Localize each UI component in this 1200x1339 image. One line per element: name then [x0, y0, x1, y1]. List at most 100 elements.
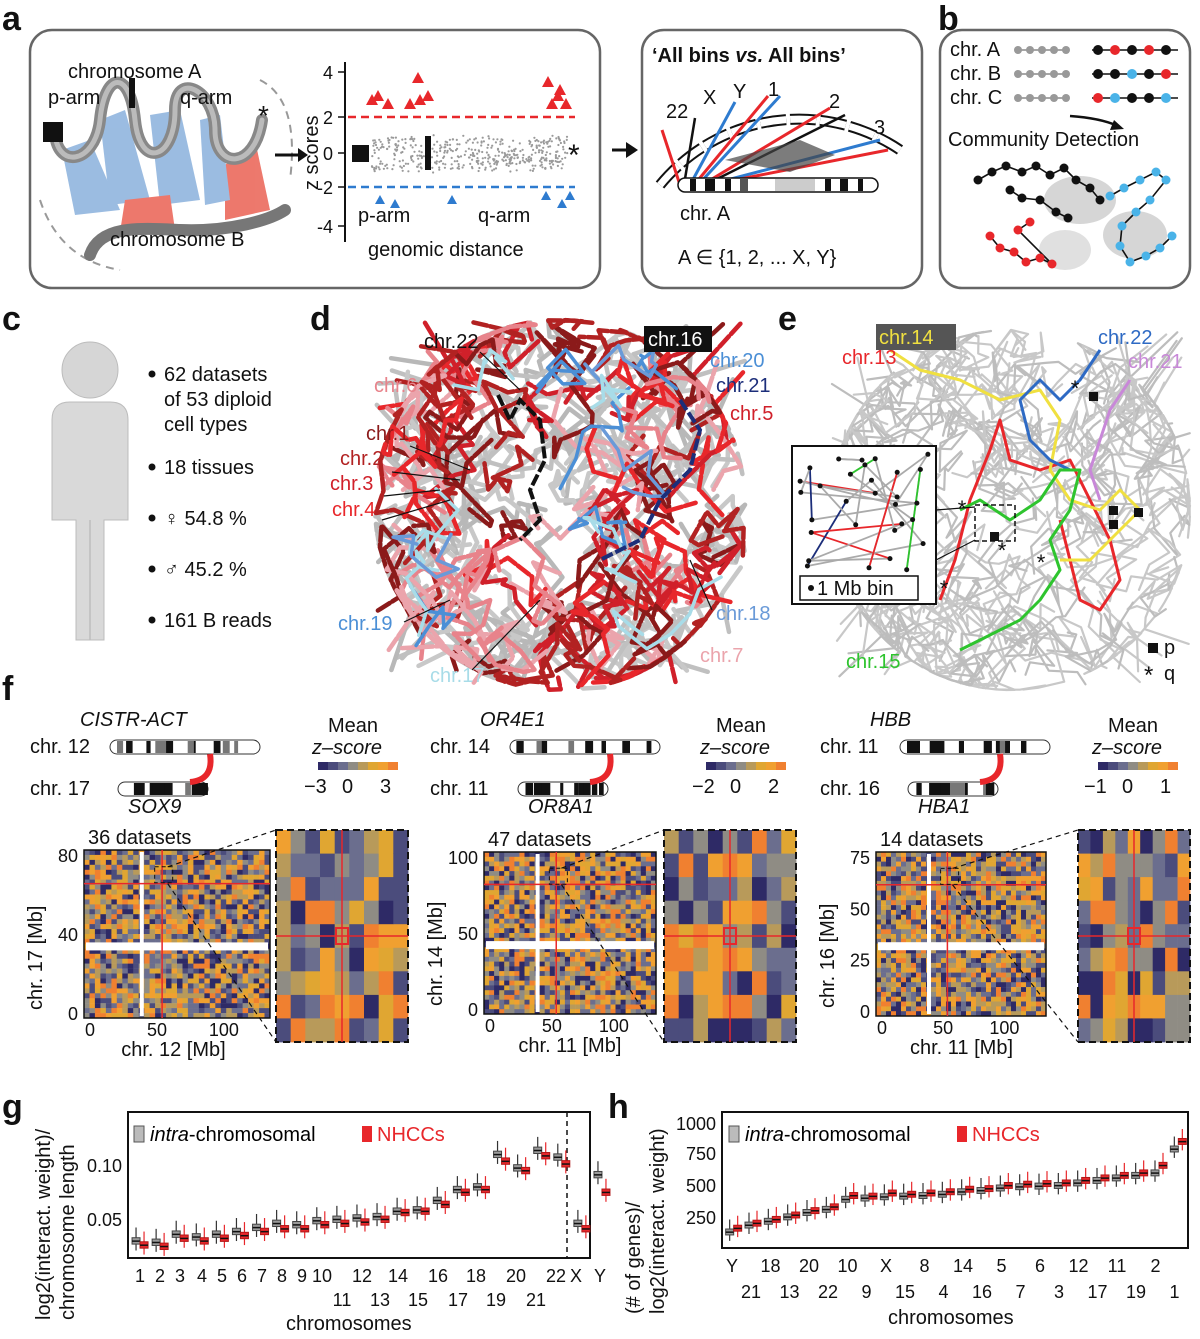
- zscore-point: [431, 166, 434, 169]
- zscore-point: [514, 154, 518, 157]
- x-tick: 11: [1108, 1256, 1127, 1276]
- zscore-point: [558, 138, 561, 141]
- bin-inset: 1 Mb bin: [791, 445, 1016, 605]
- zscore-point: [420, 167, 423, 170]
- bead-colored: [1093, 45, 1103, 55]
- zscore-point: [393, 158, 396, 161]
- chromatin-strand: [1032, 410, 1102, 478]
- zscore-point: [453, 160, 456, 163]
- zscore-point: [502, 156, 506, 159]
- chromosome-ideogram: [899, 739, 1051, 755]
- highlighted-chromosome-path: [1088, 379, 1132, 501]
- x-tick: 15: [895, 1282, 915, 1302]
- inset-bin-point: [817, 483, 823, 489]
- chromatin-strand: [984, 590, 1056, 631]
- zscore-point: [411, 146, 414, 149]
- zscore-point: [473, 138, 476, 141]
- inset-bin-point: [808, 530, 814, 535]
- p-arm-end-marker: [1109, 520, 1118, 529]
- zscore-point: [386, 147, 389, 151]
- x-tick: 6: [1035, 1256, 1045, 1276]
- zscore-point: [565, 135, 569, 138]
- zscore-point: [561, 163, 564, 166]
- zscore-point: [484, 168, 487, 171]
- zscore-point: [487, 135, 490, 138]
- chromatin-strand: [1046, 508, 1149, 569]
- zscore-point: [540, 161, 543, 164]
- zscore-point: [416, 154, 419, 157]
- community-node: [987, 167, 997, 177]
- zscore-point: [544, 166, 547, 170]
- heatmap-xlabel: chr. 12 [Mb]: [121, 1039, 226, 1061]
- x-tick: 6: [237, 1266, 247, 1286]
- community-node: [1017, 167, 1027, 177]
- heatmap-xtick: 100: [209, 1020, 239, 1040]
- interaction-link: [189, 753, 214, 785]
- datasets-count: 47 datasets: [488, 829, 591, 851]
- zscore-point: [501, 138, 504, 141]
- heatmap-ytick: 25: [850, 951, 870, 971]
- zscore-point: [543, 159, 546, 162]
- chromosome-ideogram: [509, 739, 661, 755]
- zscore-point: [446, 141, 449, 144]
- zscore-point: [392, 164, 395, 167]
- interaction-link: [589, 753, 614, 785]
- scale-title: Mean: [1108, 715, 1158, 737]
- zscore-point: [541, 151, 544, 154]
- zscore-point: [502, 159, 505, 162]
- panel-h-axes-frame: [721, 1111, 1189, 1249]
- zscore-low-marker: [565, 191, 575, 200]
- chromatin-strand: [940, 357, 976, 430]
- chr-bottom-label: chr. 11: [430, 778, 489, 800]
- x-tick: 1: [1169, 1282, 1179, 1302]
- zscore-point: [556, 150, 559, 153]
- zscore-q-arm-label: q-arm: [478, 205, 530, 227]
- heatmap-ylabel: chr. 16 [Mb]: [817, 904, 839, 1009]
- zscore-point: [451, 138, 454, 141]
- heatmap-xtick: 0: [485, 1016, 495, 1036]
- zscore-point: [559, 160, 562, 163]
- community-node: [1035, 253, 1045, 263]
- circos-ideogram-a: [677, 177, 879, 193]
- zscore-point: [444, 163, 447, 166]
- zscore-point: [481, 157, 484, 160]
- zscore-point: [530, 153, 534, 156]
- zscore-centromere: [425, 136, 431, 170]
- zscore-point: [462, 134, 465, 137]
- heatmap-frame: [875, 851, 1047, 1017]
- inset-bin-point: [887, 556, 893, 562]
- zscore-point: [501, 151, 504, 154]
- legend-nhcc-label: NHCCs: [377, 1124, 445, 1146]
- zscore-point: [481, 161, 484, 164]
- chromatin-strand: [422, 320, 476, 387]
- inset-bin-point: [862, 462, 868, 468]
- zscore-point: [443, 151, 446, 154]
- chromatin-strand: [373, 407, 426, 525]
- color-scale-swatch: [358, 762, 368, 770]
- gene-bottom-label: SOX9: [128, 796, 181, 818]
- chromatin-strand: [575, 506, 646, 589]
- panel-letter-a: a: [2, 0, 22, 38]
- community-node: [1009, 247, 1019, 257]
- bead-grey: [1014, 46, 1022, 54]
- x-tick: 15: [408, 1290, 428, 1310]
- x-tick: 9: [861, 1282, 871, 1302]
- zscore-point: [471, 158, 474, 161]
- x-tick: 5: [217, 1266, 227, 1286]
- label-chr17: chr.17: [430, 665, 484, 687]
- zscore-point: [401, 159, 404, 162]
- zscore-point: [507, 164, 510, 167]
- inset-bin-point: [917, 467, 923, 472]
- q-arm-end-marker: *: [1037, 550, 1046, 575]
- zscore-point: [379, 140, 382, 143]
- zscore-point: [456, 143, 459, 146]
- community-node: [1095, 195, 1105, 205]
- zscore-point: [499, 140, 502, 143]
- chromatin-strand: [948, 546, 1031, 595]
- heatmap-xtick: 100: [989, 1018, 1019, 1038]
- zscore-point: [488, 137, 491, 140]
- zscore-point: [387, 139, 390, 142]
- bead-colored: [1144, 93, 1154, 103]
- community-node: [1085, 183, 1095, 193]
